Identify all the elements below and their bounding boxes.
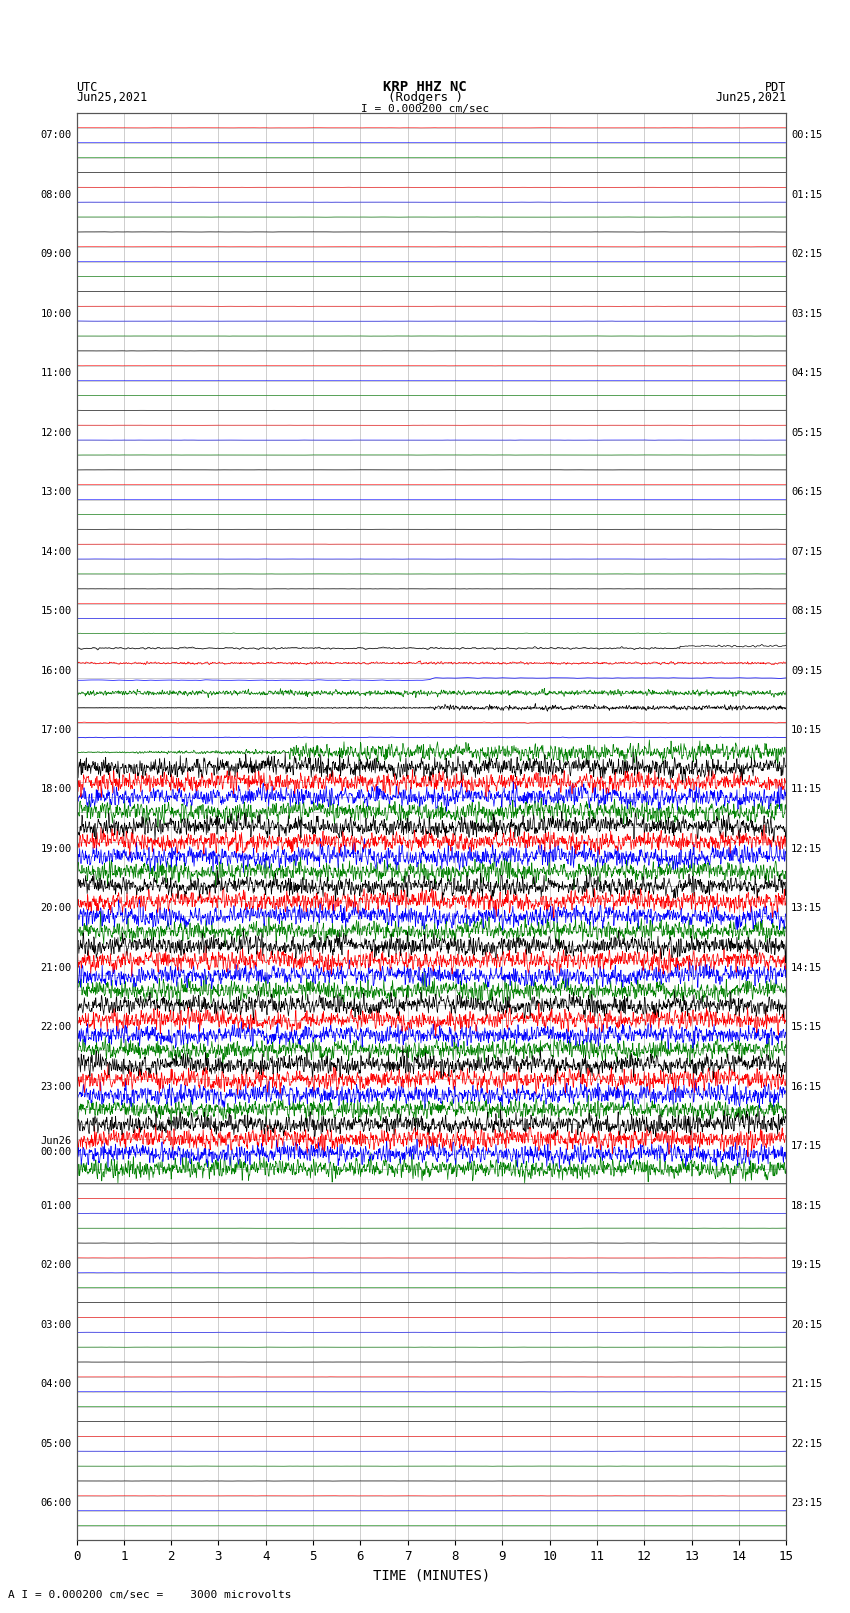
Text: PDT: PDT (765, 81, 786, 94)
X-axis label: TIME (MINUTES): TIME (MINUTES) (373, 1569, 490, 1582)
Text: KRP HHZ NC: KRP HHZ NC (383, 81, 467, 94)
Text: UTC: UTC (76, 81, 98, 94)
Text: Jun25,2021: Jun25,2021 (76, 90, 148, 105)
Text: I = 0.000200 cm/sec: I = 0.000200 cm/sec (361, 103, 489, 113)
Text: (Rodgers ): (Rodgers ) (388, 90, 462, 105)
Text: Jun25,2021: Jun25,2021 (715, 90, 786, 105)
Text: A I = 0.000200 cm/sec =    3000 microvolts: A I = 0.000200 cm/sec = 3000 microvolts (8, 1590, 292, 1600)
